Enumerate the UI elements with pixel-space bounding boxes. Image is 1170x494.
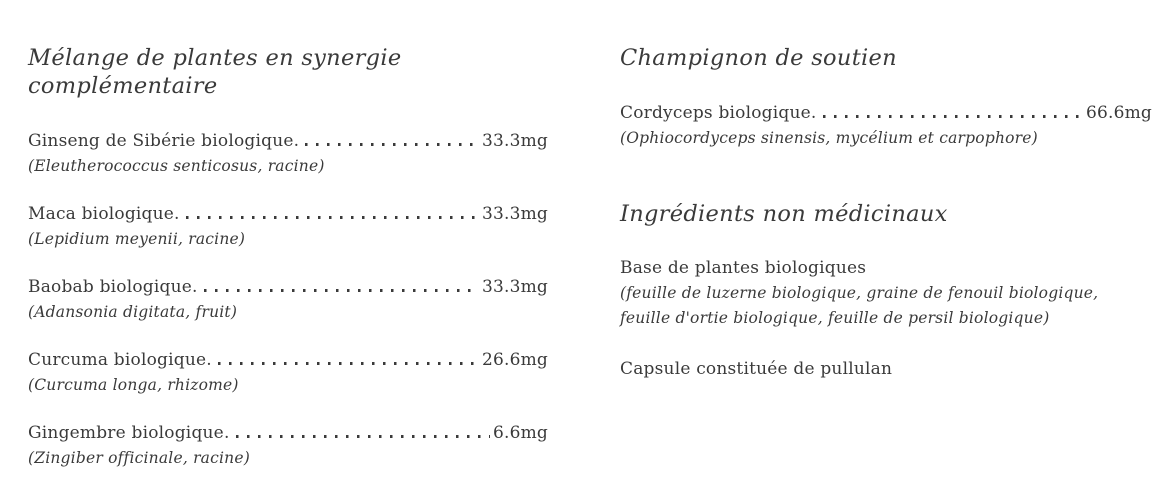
ingredient-row: Cordyceps biologique. 66.6mg [620,101,1152,126]
botanical-name: (Lepidium meyenii, racine) [28,230,246,248]
botanical-name: (Curcuma longa, rhizome) [28,376,239,394]
ingredient-name: Ginseng de Sibérie biologique. [28,131,300,151]
non-medicinal-heading: Ingrédients non médicinaux [620,201,948,227]
ingredient-name: Gingembre biologique. [28,423,230,443]
ingredient-row: Baobab biologique. 33.3mg [28,275,548,300]
dot-leader [185,216,479,219]
ingredient-amount: 33.3mg [481,204,548,224]
mushroom-heading: Champignon de soutien [620,45,897,71]
ingredient-ginseng: Ginseng de Sibérie biologique. 33.3mg (E… [28,129,548,178]
non-medicinal-entry-capsule: Capsule constituée de pullulan [620,356,1152,382]
ingredient-gingembre: Gingembre biologique. 6.6mg (Zingiber of… [28,421,548,470]
ingredient-row: Ginseng de Sibérie biologique. 33.3mg [28,129,548,154]
ingredient-cordyceps: Cordyceps biologique. 66.6mg (Ophiocordy… [620,101,1152,150]
right-column: Champignon de soutien Cordyceps biologiq… [620,44,1152,408]
ingredient-amount: 66.6mg [1085,103,1152,123]
ingredient-amount: 33.3mg [481,277,548,297]
blend-heading: Mélange de plantes en synergie complémen… [28,45,402,99]
botanical-name: (Ophiocordyceps sinensis, mycélium et ca… [620,129,1038,147]
ingredient-curcuma: Curcuma biologique. 26.6mg (Curcuma long… [28,348,548,397]
ingredient-name: Maca biologique. [28,204,180,224]
dot-leader [305,143,479,146]
botanical-name: (Eleutherococcus senticosus, racine) [28,157,325,175]
dot-leader [217,362,479,365]
ingredient-amount: 6.6mg [492,423,548,443]
ingredient-baobab: Baobab biologique. 33.3mg (Adansonia dig… [28,275,548,324]
blend-section: Mélange de plantes en synergie complémen… [28,44,548,494]
non-medicinal-entry-base: Base de plantes biologiques (feuille de … [620,255,1152,330]
ingredient-row: Maca biologique. 33.3mg [28,202,548,227]
ingredient-name: Cordyceps biologique. [620,103,817,123]
dot-leader [235,435,490,438]
ingredient-maca: Maca biologique. 33.3mg (Lepidium meyeni… [28,202,548,251]
entry-name: Base de plantes biologiques [620,258,867,278]
dot-leader [203,289,479,292]
ingredient-row: Gingembre biologique. 6.6mg [28,421,548,446]
botanical-name: (Adansonia digitata, fruit) [28,303,238,321]
dot-leader [822,115,1083,118]
entry-name: Capsule constituée de pullulan [620,359,893,379]
entry-detail: (feuille de luzerne biologique, graine d… [620,284,1099,327]
ingredient-amount: 26.6mg [481,350,548,370]
ingredient-amount: 33.3mg [481,131,548,151]
ingredient-name: Curcuma biologique. [28,350,212,370]
ingredient-row: Curcuma biologique. 26.6mg [28,348,548,373]
ingredient-name: Baobab biologique. [28,277,198,297]
